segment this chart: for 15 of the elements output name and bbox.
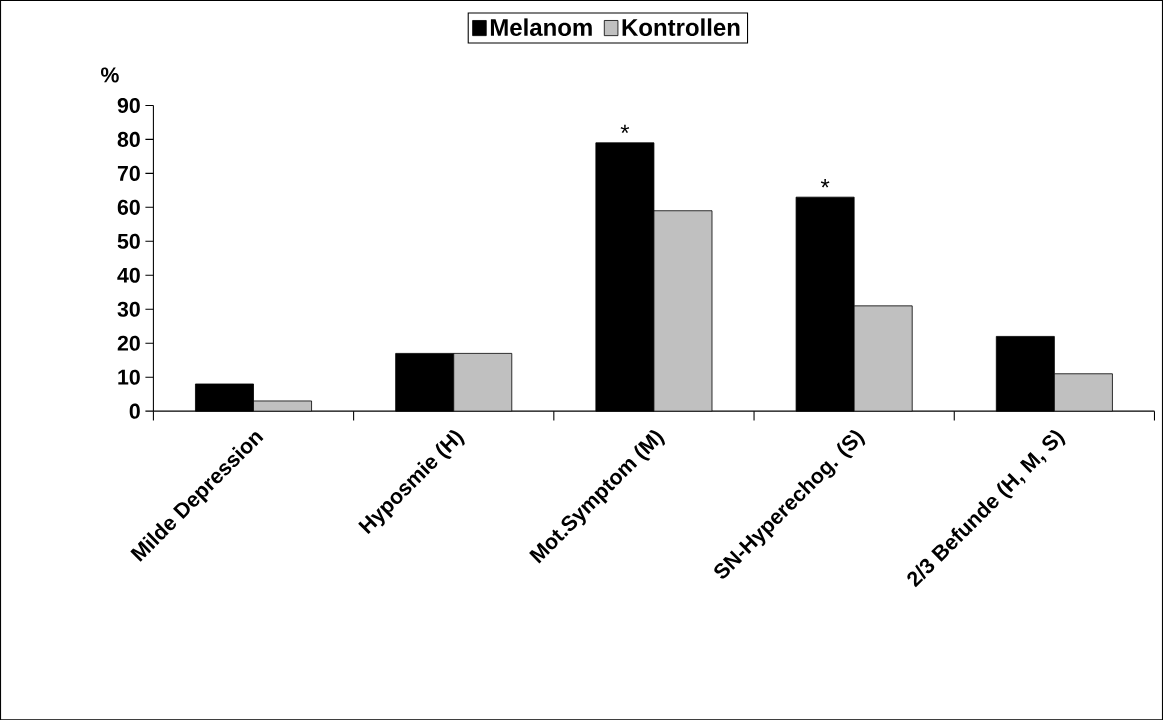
- y-tick-label: 40: [117, 267, 140, 283]
- y-tick-label: 80: [117, 131, 140, 147]
- y-tick-label: 70: [117, 165, 140, 181]
- annotation: *: [820, 178, 830, 188]
- y-tick-label: 90: [117, 97, 140, 113]
- annotation: *: [620, 124, 630, 133]
- y-axis-title: %: [100, 67, 119, 83]
- y-tick-label: 10: [118, 369, 140, 385]
- legend-label: Melanom: [490, 18, 592, 36]
- y-tick-label: 0: [129, 403, 140, 419]
- legend-label: Kontrollen: [622, 18, 740, 36]
- y-tick-label: 20: [117, 335, 140, 351]
- y-tick-label: 60: [117, 199, 140, 215]
- y-tick-label: 30: [117, 301, 140, 317]
- y-tick-label: 50: [117, 233, 140, 249]
